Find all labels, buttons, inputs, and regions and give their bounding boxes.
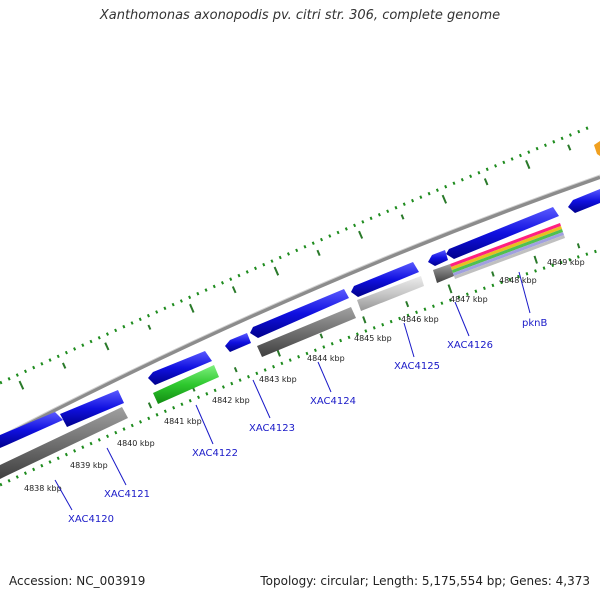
gc-tick [441,194,448,204]
gene-arrow[interactable] [0,407,128,479]
multicolor-feature[interactable] [450,223,565,279]
gc-dots-outer [0,125,591,385]
kbp-label: 4839 kbp [70,461,108,470]
kbp-label: 4849 kbp [547,258,585,267]
gene-arrow[interactable] [153,365,219,404]
gene-label-xac4123[interactable]: XAC4123 [249,423,295,434]
gc-tick [189,303,195,313]
kbp-label: 4848 kbp [499,276,537,285]
gc-tick [400,214,405,220]
gc-tick [273,266,280,276]
backbone-highlight [0,174,600,437]
gene-arrow[interactable] [568,189,600,213]
gc-ticks-lower [18,243,581,467]
gene-arrow[interactable] [250,289,349,338]
gc-tick [233,367,238,373]
gene-arrow[interactable] [433,264,454,283]
gc-dots-inner [0,248,600,487]
map-title: Xanthomonas axonopodis pv. citri str. 30… [99,8,501,23]
gene-arrow[interactable] [428,250,448,266]
kbp-label: 4842 kbp [212,396,250,405]
gc-tick [61,362,67,369]
gene-label-xac4121[interactable]: XAC4121 [104,489,150,500]
kbp-label: 4843 kbp [259,375,297,384]
gc-tick [483,178,489,186]
kbp-label: 4845 kbp [354,334,392,343]
kbp-label: 4841 kbp [164,417,202,426]
gc-tick [362,316,367,324]
gene-leaders [54,271,531,511]
gc-tick [576,243,581,249]
gc-tick [147,402,153,409]
kbp-ruler: 4838 kbp 4839 kbp 4840 kbp 4841 kbp 4842… [24,258,585,493]
gene-arrow[interactable] [446,207,559,259]
gc-tick [319,333,324,339]
gene-arrow[interactable] [257,307,356,357]
gene-label-xac4120[interactable]: XAC4120 [68,514,114,525]
kbp-label: 4847 kbp [450,295,488,304]
cds-row [0,189,600,448]
gc-tick [447,284,453,294]
gene-labels: XAC4120 XAC4121 XAC4122 XAC4123 XAC4124 … [68,318,547,525]
gc-tick [405,300,410,308]
gene-label-pknb[interactable]: pknB [522,318,547,329]
gc-tick [567,144,572,151]
genome-summary-text: Topology: circular; Length: 5,175,554 bp… [260,574,590,588]
feature-row [0,223,565,479]
backbone-track [0,175,600,440]
orange-feature[interactable] [594,141,600,156]
gene-label-xac4124[interactable]: XAC4124 [310,396,356,407]
gene-arrow[interactable] [357,276,424,311]
kbp-label: 4840 kbp [117,439,155,448]
gc-tick [525,160,531,170]
gene-label-xac4126[interactable]: XAC4126 [447,340,493,351]
gene-label-xac4125[interactable]: XAC4125 [394,361,440,372]
gc-tick [104,342,110,351]
gene-arrow[interactable] [148,351,212,385]
kbp-label: 4846 kbp [401,315,439,324]
kbp-label: 4838 kbp [24,484,62,493]
gc-tick [316,249,321,256]
gc-tick [18,380,25,390]
gene-label-xac4122[interactable]: XAC4122 [192,448,238,459]
gc-tick [358,230,364,239]
gene-arrow[interactable] [60,390,124,427]
gene-arrow[interactable] [0,412,63,448]
accession-text: Accession: NC_003919 [9,574,146,588]
gene-arrow[interactable] [225,333,251,352]
gc-tick [491,271,495,277]
gc-tick [147,324,152,330]
gene-arrow[interactable] [351,262,419,297]
gc-tick [533,255,538,264]
kbp-label: 4844 kbp [307,354,345,363]
gc-tick [231,286,237,294]
gc-ticks-upper [18,144,572,390]
